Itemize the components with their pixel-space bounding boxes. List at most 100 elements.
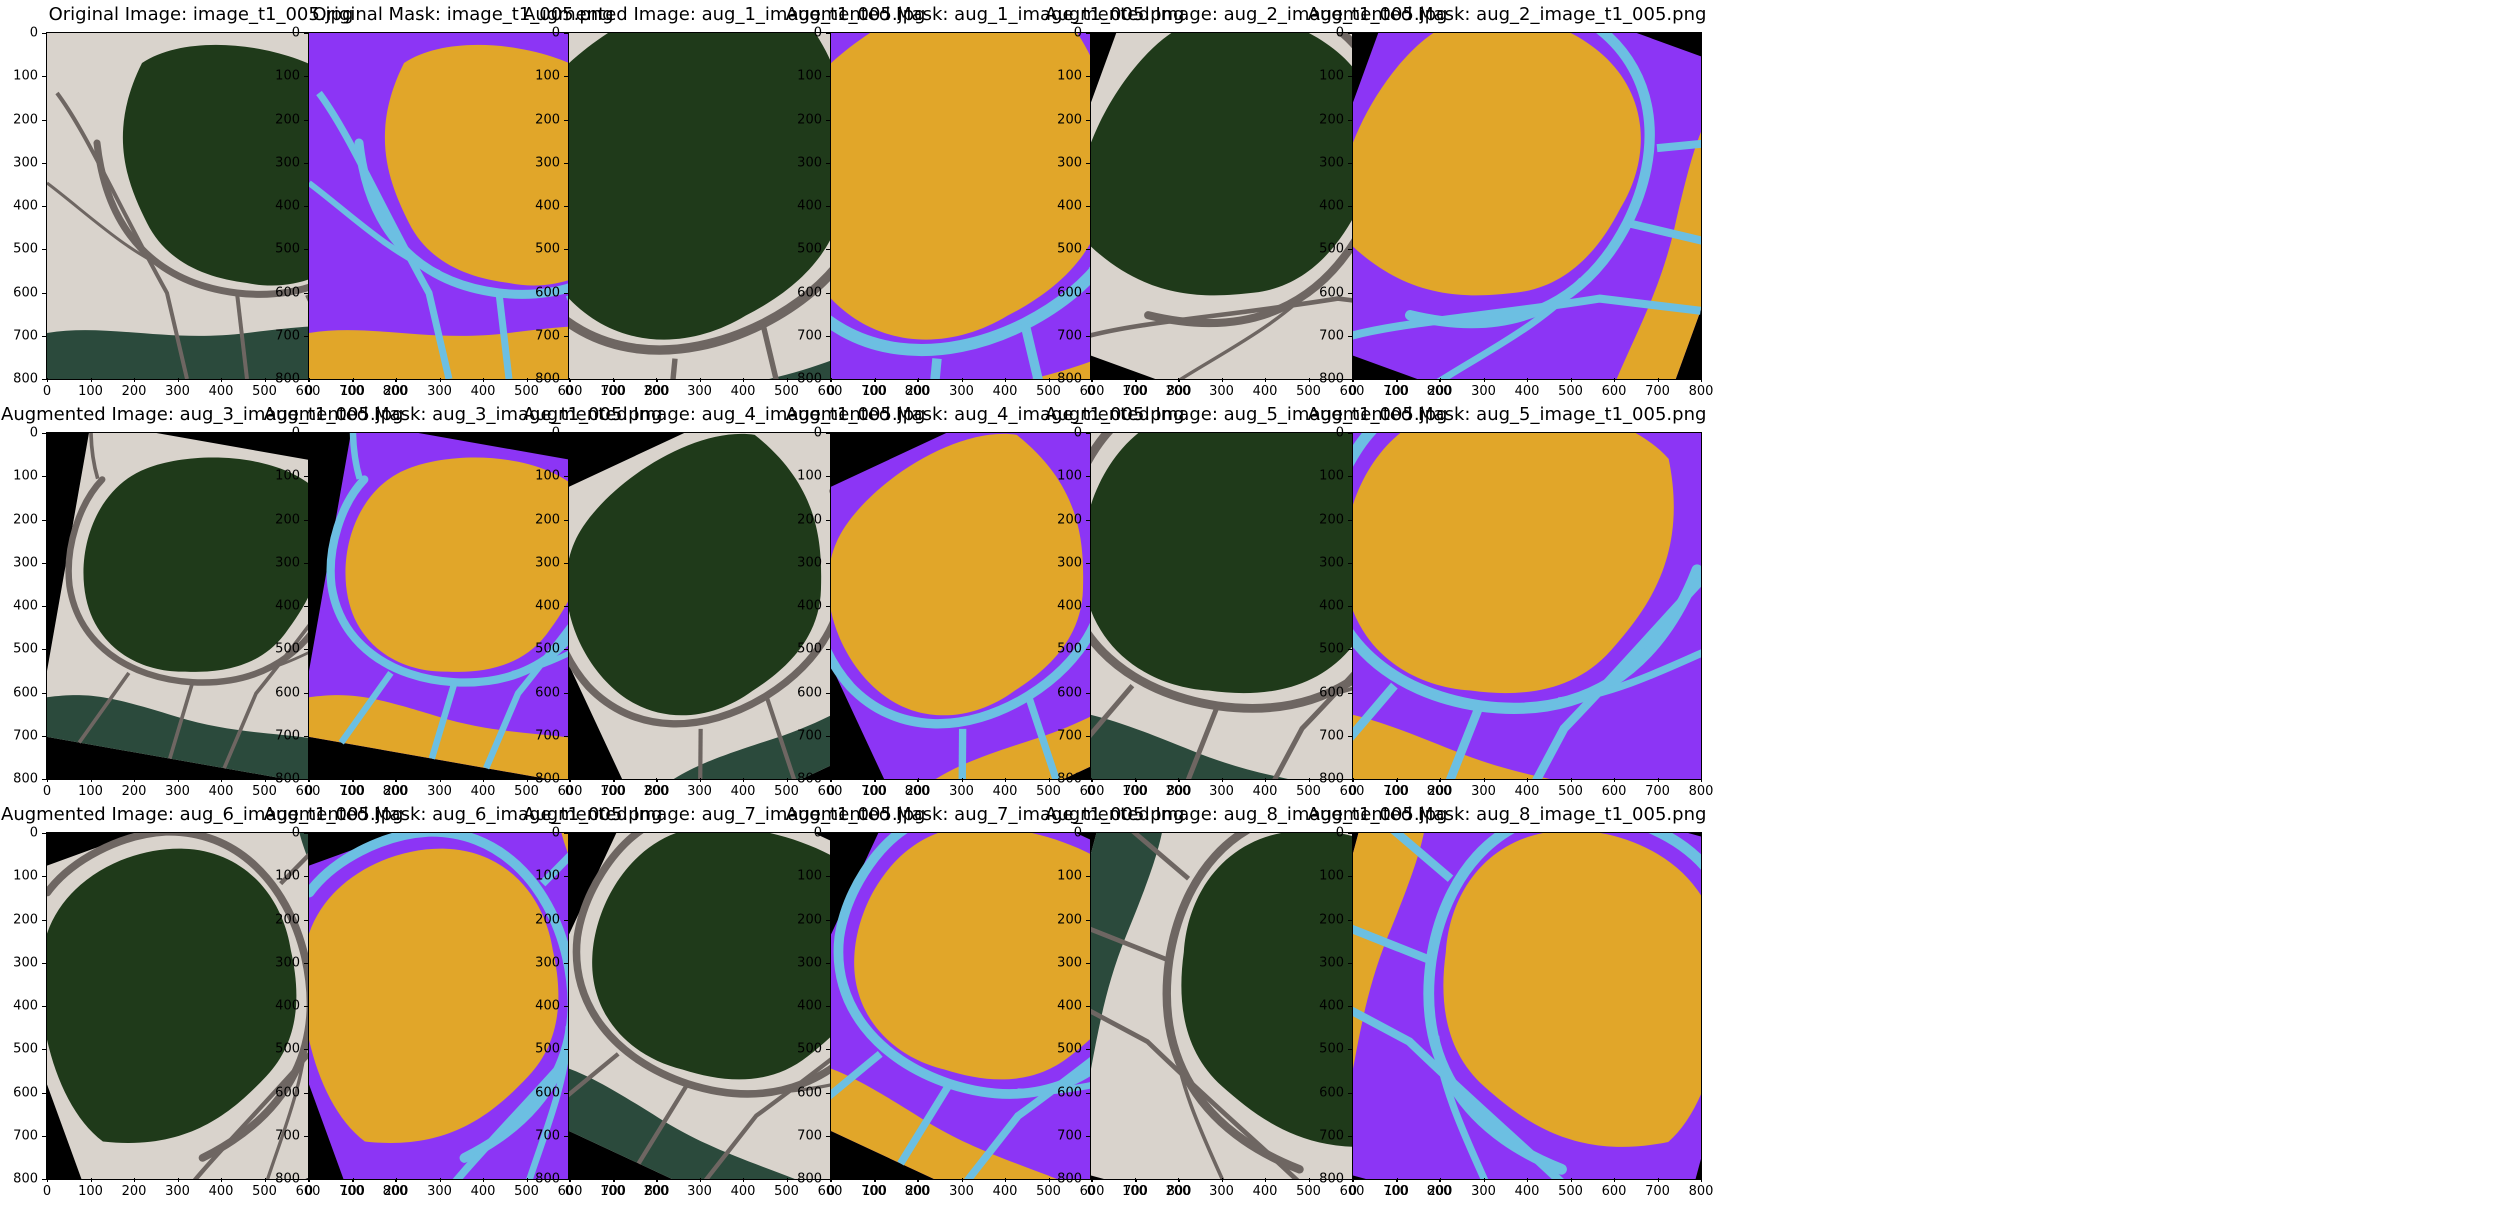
x-tick-mark — [1179, 378, 1180, 382]
y-axis: 0 100 200 300 400 500 600 700 800 — [1307, 426, 1352, 787]
x-tick-label: 600 — [1079, 384, 1105, 399]
y-tick-mark — [42, 735, 46, 737]
y-tick-mark — [42, 649, 46, 651]
y-tick-mark — [304, 335, 308, 337]
x-tick-mark — [221, 378, 222, 382]
x-tick-mark — [1439, 378, 1440, 382]
mask-panel: Augmented Mask: aug_2_image_t1_005.png 0 1… — [1307, 0, 1714, 400]
y-axis: 0 100 200 300 400 500 600 700 800 — [1045, 26, 1090, 387]
panel-title: Augmented Mask: aug_7_image_t1_005.png — [785, 804, 1185, 825]
x-tick-label: 500 — [514, 384, 539, 399]
x-tick-label: 300 — [165, 784, 190, 799]
x-tick-label: 0 — [1348, 384, 1358, 399]
y-tick-label: 0 — [813, 425, 822, 441]
x-tick-label: 800 — [1426, 784, 1452, 799]
y-tick-mark — [564, 249, 568, 251]
x-tick-mark — [221, 778, 222, 782]
y-tick-mark — [1348, 1135, 1352, 1137]
y-tick-label: 100 — [13, 68, 38, 84]
y-tick-mark — [304, 1006, 308, 1007]
x-tick-label: 400 — [992, 784, 1018, 799]
x-tick-label: 100 — [600, 784, 625, 799]
x-tick-mark — [1657, 378, 1659, 382]
x-tick-mark — [526, 778, 528, 782]
y-tick-label: 500 — [275, 1041, 300, 1057]
y-tick-mark — [1086, 962, 1090, 964]
y-tick-label: 700 — [1319, 328, 1344, 344]
x-tick-mark — [396, 378, 397, 382]
y-tick-label: 200 — [1057, 112, 1082, 127]
y-tick-mark — [564, 476, 568, 478]
y-tick-mark — [1348, 876, 1352, 878]
y-tick-mark — [564, 33, 568, 34]
x-axis: 0 100 200 300 400 500 600 700 800 — [43, 778, 407, 800]
x-tick-mark — [1701, 1178, 1702, 1182]
y-tick-mark — [304, 779, 308, 780]
y-tick-label: 800 — [797, 1171, 822, 1187]
x-tick-label: 400 — [730, 784, 756, 799]
y-tick-mark — [1348, 433, 1352, 434]
y-tick-label: 800 — [1057, 1171, 1082, 1187]
x-tick-label: 300 — [1471, 384, 1496, 399]
y-tick-mark — [304, 962, 308, 964]
y-tick-mark — [826, 606, 830, 607]
y-tick-label: 500 — [1319, 1041, 1344, 1057]
x-tick-mark — [1614, 378, 1615, 382]
y-tick-mark — [1348, 33, 1352, 34]
x-tick-mark — [831, 778, 832, 782]
panel-title: Augmented Image: aug_6_image_t1_005.jpg — [1, 804, 404, 825]
x-tick-mark — [873, 778, 875, 782]
y-tick-mark — [1348, 292, 1352, 294]
x-tick-mark — [1005, 778, 1006, 782]
x-tick-label: 500 — [1296, 384, 1321, 399]
x-tick-label: 800 — [904, 384, 930, 399]
y-tick-mark — [1348, 119, 1352, 121]
y-tick-mark — [304, 249, 308, 251]
x-tick-mark — [309, 378, 310, 382]
x-tick-mark — [656, 378, 657, 382]
y-tick-mark — [42, 1092, 46, 1094]
x-axis: 0 100 200 300 400 500 600 700 800 — [1349, 778, 1713, 800]
x-tick-label: 800 — [904, 1184, 930, 1199]
y-tick-mark — [564, 76, 568, 78]
y-tick-label: 0 — [1073, 425, 1082, 441]
y-tick-mark — [1348, 779, 1352, 780]
y-tick-label: 600 — [1057, 285, 1082, 300]
y-tick-label: 800 — [1057, 771, 1082, 787]
x-tick-mark — [1439, 1178, 1440, 1182]
y-tick-label: 100 — [275, 68, 300, 84]
y-tick-mark — [1086, 206, 1090, 207]
x-tick-mark — [656, 1178, 657, 1182]
y-tick-mark — [1348, 919, 1352, 921]
x-tick-mark — [483, 1178, 484, 1182]
y-tick-label: 300 — [797, 155, 822, 171]
x-tick-mark — [351, 778, 353, 782]
y-tick-mark — [826, 119, 830, 121]
y-tick-label: 800 — [275, 371, 300, 387]
x-tick-mark — [743, 1178, 744, 1182]
y-tick-label: 100 — [535, 68, 560, 84]
x-axis: 0 100 200 300 400 500 600 700 800 — [565, 778, 929, 800]
y-tick-mark — [304, 206, 308, 207]
x-tick-label: 600 — [1079, 784, 1105, 799]
x-tick-label: 500 — [252, 1184, 277, 1199]
x-tick-label: 700 — [861, 1184, 886, 1199]
y-tick-label: 800 — [797, 771, 822, 787]
y-tick-mark — [1348, 1049, 1352, 1051]
x-tick-mark — [309, 1178, 310, 1182]
y-tick-label: 400 — [1319, 198, 1344, 214]
x-tick-mark — [1395, 378, 1397, 382]
y-tick-mark — [826, 779, 830, 780]
y-tick-label: 200 — [1057, 512, 1082, 527]
x-tick-mark — [657, 1178, 658, 1182]
y-tick-label: 400 — [275, 598, 300, 614]
y-tick-mark — [564, 649, 568, 651]
y-tick-label: 500 — [1319, 641, 1344, 657]
x-tick-mark — [395, 378, 396, 382]
y-tick-label: 100 — [535, 468, 560, 484]
x-tick-label: 0 — [304, 784, 314, 799]
y-tick-label: 600 — [275, 285, 300, 300]
x-tick-mark — [830, 378, 831, 382]
y-tick-mark — [564, 1092, 568, 1094]
